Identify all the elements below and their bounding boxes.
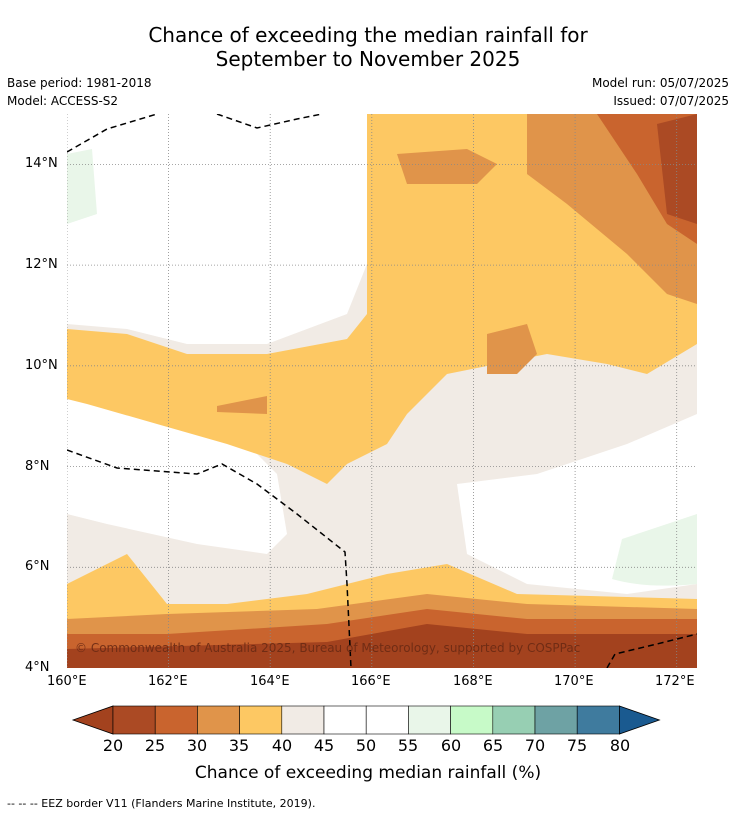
colorbar-tick-label: 45	[313, 736, 335, 755]
colorbar-title: Chance of exceeding median rainfall (%)	[194, 763, 542, 783]
x-tick-label: 172°E	[655, 674, 695, 689]
colorbar	[71, 705, 661, 735]
colorbar-tick-label: 65	[482, 736, 504, 755]
band-45-55-north	[67, 114, 367, 344]
colorbar-cell	[450, 705, 494, 735]
colorbar-arrow-high	[619, 705, 661, 735]
x-tick-label: 166°E	[351, 674, 391, 689]
issued-text: Issued: 07/07/2025	[613, 94, 729, 108]
y-tick-label: 4°N	[25, 660, 50, 675]
eez-border	[67, 114, 697, 668]
model-run-text: Model run: 05/07/2025	[591, 76, 729, 90]
colorbar-cell	[239, 705, 283, 735]
colorbar-tick-label: 70	[524, 736, 546, 755]
colorbar-tick-label: 30	[186, 736, 208, 755]
colorbar-cell	[112, 705, 156, 735]
model-text: Model: ACCESS-S2	[7, 94, 119, 108]
x-tick-label: 162°E	[148, 674, 188, 689]
y-tick-label: 8°N	[25, 459, 50, 474]
colorbar-cell	[492, 705, 536, 735]
y-tick-label: 14°N	[25, 156, 58, 171]
band-30-35-west	[217, 396, 267, 414]
map-title-line1: Chance of exceeding the median rainfall …	[148, 23, 588, 47]
x-tick-label: 168°E	[453, 674, 493, 689]
colorbar-cell	[323, 705, 367, 735]
x-tick-label: 164°E	[250, 674, 290, 689]
x-tick-label: 170°E	[554, 674, 594, 689]
gridlines	[67, 114, 697, 668]
colorbar-tick-label: 20	[102, 736, 124, 755]
colorbar-cell	[408, 705, 451, 735]
colorbar-tick-label: 80	[609, 736, 631, 755]
colorbar-cell	[281, 705, 325, 735]
band-20-25-south	[67, 624, 697, 668]
colorbar-tick-label: 75	[566, 736, 588, 755]
y-tick-label: 6°N	[25, 559, 50, 574]
colorbar-cell	[534, 705, 578, 735]
colorbar-tick-label: 35	[228, 736, 250, 755]
colorbar-tick-label: 55	[397, 736, 419, 755]
colorbar-cell	[576, 705, 620, 735]
colorbar-tick-label: 60	[440, 736, 462, 755]
colorbar-arrow-low	[71, 705, 114, 735]
colorbar-tick-label: 50	[355, 736, 377, 755]
colorbar-cell	[154, 705, 198, 735]
x-tick-label: 160°E	[47, 674, 87, 689]
copyright-text: © Commonwealth of Australia 2025, Bureau…	[75, 641, 581, 655]
rainfall-map-canvas	[67, 114, 697, 668]
band-55-60-nw	[67, 149, 97, 224]
band-30-35-north	[397, 149, 497, 184]
base-period-text: Base period: 1981-2018	[7, 76, 152, 90]
colorbar-tick-label: 40	[271, 736, 293, 755]
y-tick-label: 10°N	[25, 358, 58, 373]
colorbar-cell	[365, 705, 409, 735]
rainfall-map	[67, 114, 697, 668]
band-35-40-main	[67, 114, 697, 484]
colorbar-tick-label: 25	[144, 736, 166, 755]
y-tick-label: 12°N	[25, 257, 58, 272]
colorbar-cell	[197, 705, 240, 735]
band-30-35-mid	[487, 324, 537, 374]
map-title-line2: September to November 2025	[215, 47, 521, 71]
band-55-60-se	[612, 514, 697, 586]
eez-footnote: -- -- -- EEZ border V11 (Flanders Marine…	[7, 797, 316, 810]
